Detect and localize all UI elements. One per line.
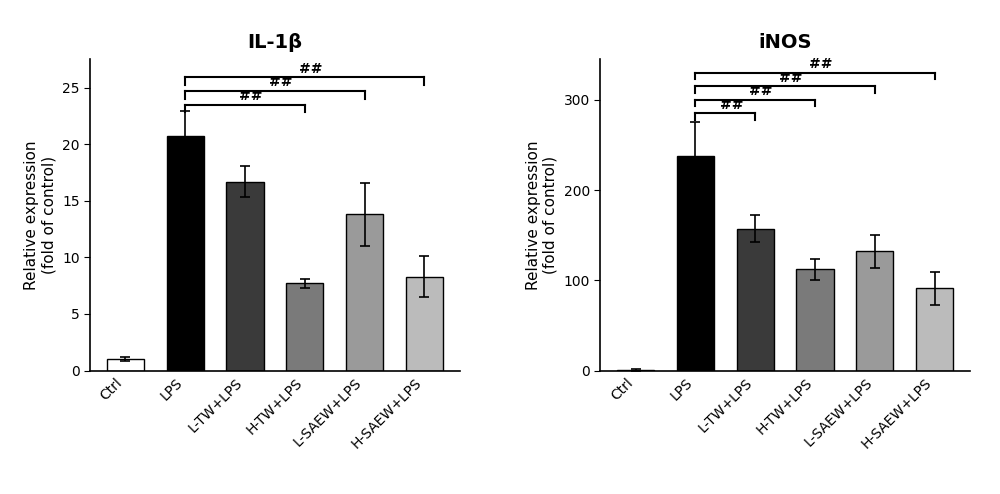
Text: ##: ## <box>299 62 323 76</box>
Bar <box>796 269 834 370</box>
Text: ##: ## <box>779 71 803 84</box>
Text: ##: ## <box>269 75 293 89</box>
Bar <box>406 277 443 370</box>
Bar <box>226 181 264 370</box>
Bar <box>677 156 714 370</box>
Y-axis label: Relative expression
(fold of control): Relative expression (fold of control) <box>526 140 558 289</box>
Bar <box>737 229 774 370</box>
Bar <box>286 284 323 370</box>
Text: ##: ## <box>720 98 743 112</box>
Bar <box>346 214 383 370</box>
Bar <box>107 359 144 370</box>
Title: IL-1β: IL-1β <box>247 33 302 52</box>
Text: ##: ## <box>749 84 773 98</box>
Y-axis label: Relative expression
(fold of control): Relative expression (fold of control) <box>24 140 56 289</box>
Bar <box>856 251 893 370</box>
Bar <box>167 136 204 370</box>
Text: ##: ## <box>809 57 833 71</box>
Text: ##: ## <box>239 89 263 103</box>
Bar <box>916 288 953 370</box>
Title: iNOS: iNOS <box>758 33 812 52</box>
